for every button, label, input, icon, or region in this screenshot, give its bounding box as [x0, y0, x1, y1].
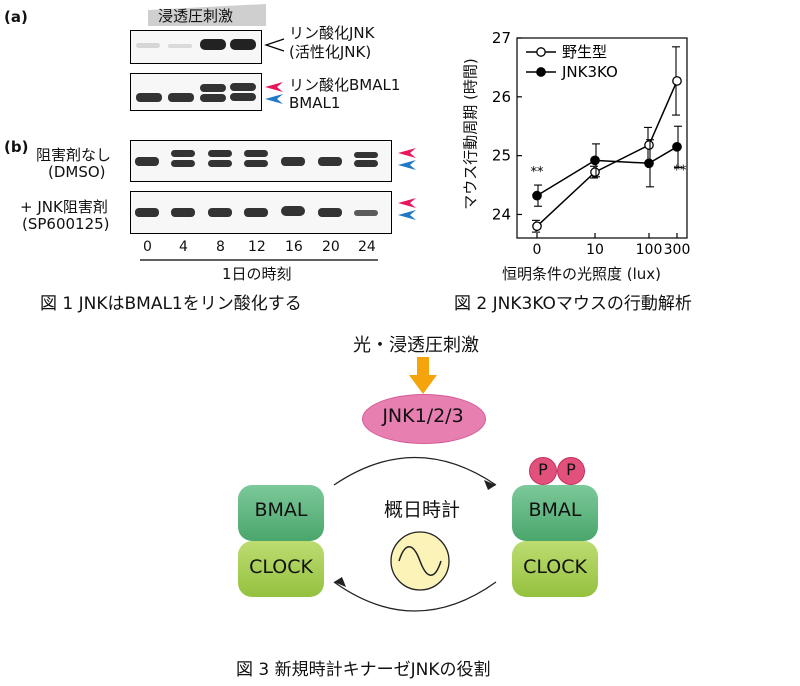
arrowhead-icon — [334, 577, 346, 587]
phospho-circle-1 — [529, 457, 557, 485]
pink-arrowhead-icon — [398, 148, 416, 158]
inhibitor-label-1: + JNK阻害剤 — [20, 198, 108, 216]
figure-1-caption: 図 1 JNKはBMAL1をリン酸化する — [40, 294, 302, 314]
bmal-text-left: BMAL — [254, 499, 308, 521]
no-inhibitor-label-2: (DMSO) — [48, 163, 106, 181]
pink-arrowhead-icon — [398, 198, 416, 208]
time-tick: 24 — [358, 239, 376, 255]
time-tick: 20 — [322, 239, 340, 255]
data-point — [644, 158, 654, 169]
bmal-label: BMAL1 — [289, 94, 341, 112]
x-tick-label: 300 — [664, 242, 691, 258]
time-axis-line — [140, 259, 378, 261]
panel-a-label: (a) — [4, 8, 28, 26]
phospho-label-2: P — [566, 460, 576, 479]
inhibitor-label-2: (SP600125) — [22, 215, 110, 233]
clock-box-right — [512, 541, 598, 597]
blue-arrowhead-icon — [265, 94, 283, 104]
time-tick: 0 — [143, 239, 152, 255]
phospho-label-1: P — [538, 460, 548, 479]
chart-ylabel: マウス行動周期 (時間) — [461, 58, 480, 210]
bmal-box-right — [512, 485, 598, 541]
blot-time-course — [130, 140, 392, 234]
jnk-label: JNK1/2/3 — [382, 405, 464, 427]
clock-text-left: CLOCK — [249, 556, 313, 578]
plot-frame — [516, 37, 688, 239]
behavior-period-chart: 24 25 26 27 0 10 100 300 ** ** 野生型 JNK3KO — [492, 29, 691, 258]
data-point — [590, 167, 600, 177]
bmal-box-left — [238, 485, 324, 541]
arrowheads-b2 — [398, 198, 416, 220]
arrowheads-b1 — [398, 148, 416, 170]
x-tick-label: 0 — [533, 242, 542, 258]
time-tick: 16 — [285, 239, 303, 255]
data-point — [532, 221, 542, 232]
blue-arrowhead-icon — [398, 210, 416, 220]
blot-pjnk — [130, 30, 262, 64]
x-tick-label: 100 — [636, 242, 663, 258]
legend-label: JNK3KO — [561, 63, 618, 81]
oscillator-icon — [390, 531, 450, 591]
pjnk-label-2: (活性化JNK) — [289, 43, 372, 61]
significance-mark: ** — [531, 165, 545, 180]
figure-2-caption: 図 2 JNK3KOマウスの行動解析 — [454, 294, 692, 314]
legend-marker — [536, 47, 546, 57]
arrowheads-a — [265, 82, 283, 104]
circadian-clock-label: 概日時計 — [383, 499, 460, 521]
y-tick-label: 27 — [492, 29, 511, 47]
y-tick-label: 25 — [492, 147, 511, 165]
clock-text-right: CLOCK — [523, 556, 587, 578]
open-arrowhead-icon — [264, 38, 285, 52]
x-tick-label: 10 — [586, 242, 604, 258]
jnk-ellipse — [362, 394, 486, 444]
blot-bmal1 — [130, 73, 262, 111]
stimulus-arrow-icon — [409, 357, 437, 394]
panel-b-label: (b) — [4, 138, 29, 156]
data-point — [644, 140, 654, 150]
legend-marker — [536, 67, 546, 77]
pbmal-label: リン酸化BMAL1 — [289, 76, 401, 94]
bmal-text-right: BMAL — [528, 499, 582, 521]
data-point — [532, 190, 542, 201]
stimulus-text: 光・浸透圧刺激 — [353, 335, 479, 356]
no-inhibitor-label-1: 阻害剤なし — [36, 146, 112, 164]
stimulus-wedge — [148, 4, 266, 26]
cycle-arrows — [333, 456, 497, 612]
series-line-0 — [536, 80, 678, 227]
significance-mark: ** — [674, 163, 688, 178]
y-tick-label: 24 — [492, 205, 511, 223]
chart-xlabel: 恒明条件の光照度 (lux) — [502, 265, 662, 283]
blue-arrowhead-icon — [398, 160, 416, 170]
time-tick: 8 — [216, 239, 225, 255]
arrowhead-icon — [484, 480, 496, 490]
figure-3-caption: 図 3 新規時計キナーゼJNKの役割 — [236, 660, 491, 680]
data-point — [672, 76, 682, 86]
time-tick: 4 — [179, 239, 188, 255]
time-axis-label: 1日の時刻 — [222, 265, 292, 283]
time-tick: 12 — [248, 239, 266, 255]
pink-arrowhead-icon — [265, 82, 283, 92]
data-point — [672, 141, 682, 152]
stimulus-label: 浸透圧刺激 — [158, 7, 234, 25]
y-tick-label: 26 — [492, 88, 511, 106]
phospho-circle-2 — [557, 457, 585, 485]
pjnk-label-1: リン酸化JNK — [289, 24, 375, 42]
data-point — [590, 155, 600, 166]
clock-box-left — [238, 541, 324, 597]
legend-label: 野生型 — [562, 43, 607, 61]
series-line-1 — [536, 146, 678, 197]
